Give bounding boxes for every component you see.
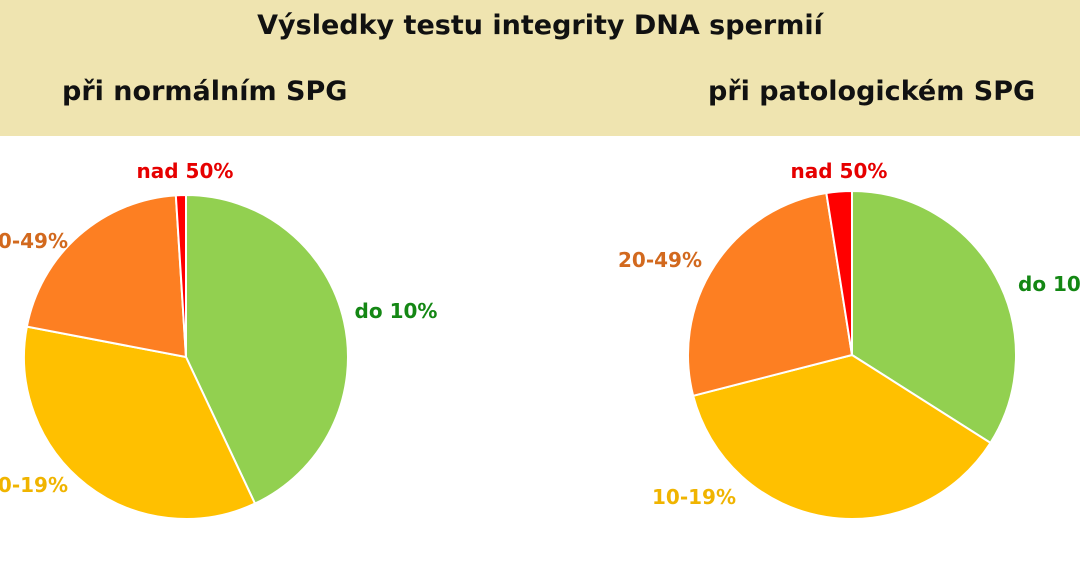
slice-label-do-10: do 10% bbox=[355, 299, 438, 323]
slice-label-nad-50: nad 50% bbox=[137, 159, 234, 183]
pie-slice-10-19 bbox=[23, 325, 257, 520]
slice-label-20-49: 20-49% bbox=[0, 229, 68, 253]
slice-label-10-19: 10-19% bbox=[0, 473, 68, 497]
page-title: Výsledky testu integrity DNA spermií bbox=[257, 10, 823, 41]
pie-slice-20-49 bbox=[25, 194, 188, 359]
pie-slice-10-19 bbox=[691, 353, 992, 520]
chart-title-normal: při normálním SPG bbox=[62, 76, 348, 107]
pie-slice-20-49 bbox=[686, 191, 854, 398]
slice-label-20-49: 20-49% bbox=[618, 248, 702, 272]
slice-label-10-19: 10-19% bbox=[652, 485, 736, 509]
slice-label-nad-50: nad 50% bbox=[791, 159, 888, 183]
pie-slice-nad-50 bbox=[174, 193, 187, 358]
pie-slice-nad-50 bbox=[825, 189, 853, 356]
pie-slice-do-10 bbox=[185, 193, 349, 505]
slice-label-do-10: do 10% bbox=[1018, 272, 1080, 296]
pie-chart-pathological: do 10% 10-19% 20-49% nad 50% bbox=[618, 159, 1080, 520]
header-band bbox=[0, 0, 1080, 136]
pie-chart-normal: do 10% 10-19% 20-49% nad 50% bbox=[0, 159, 438, 520]
chart-title-pathological: při patologickém SPG bbox=[708, 76, 1036, 107]
